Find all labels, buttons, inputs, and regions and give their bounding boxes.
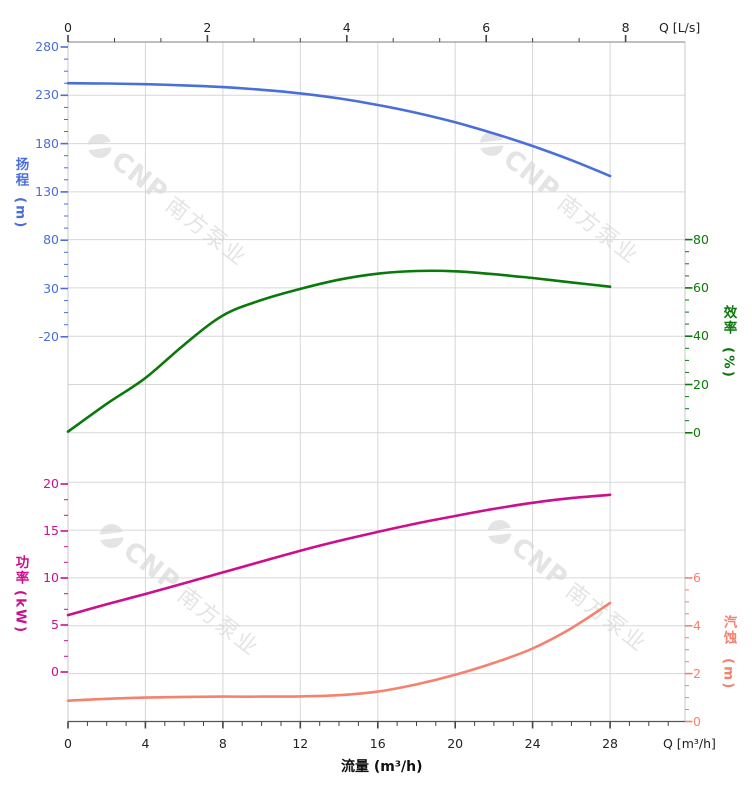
flow-axis-title: 流量 (m³/h) [341,759,423,775]
efficiency-axis-title: 效率 [720,305,737,336]
npsh-curve [66,601,612,702]
head-axis-title: 扬程 [12,157,29,188]
head-curve [66,81,612,178]
top-axis-unit-label: Q [L/s] [659,20,701,35]
power-axis-title: 功率 [12,555,29,586]
head-axis-unit: (m) [12,197,29,230]
npsh-axis-title: 汽蚀 [720,615,737,646]
power-axis-unit: (kW) [12,590,29,635]
npsh-axis-unit: (m) [720,658,737,691]
bottom-axis-unit-label: Q [m³/h] [663,736,716,751]
efficiency-curve [66,269,612,433]
power-curve [66,493,612,617]
efficiency-axis-unit: (%) [720,347,737,379]
